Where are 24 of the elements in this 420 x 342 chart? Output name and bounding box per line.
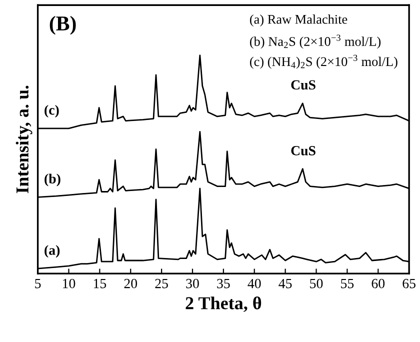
x-tick-label: 25 — [155, 278, 168, 288]
x-tick-label: 10 — [63, 278, 76, 288]
x-tick-label: 50 — [310, 278, 323, 288]
x-tick-label: 5 — [35, 279, 41, 288]
x-tick-label: 45 — [278, 278, 292, 288]
x-tick-label: 15 — [94, 278, 106, 288]
series-label: (b) — [44, 174, 60, 186]
text: (a) Raw Malachite — [250, 14, 348, 26]
x-tick-label: 20 — [124, 278, 138, 288]
x-tick-label: 35 — [217, 278, 230, 288]
annotation: (c) (NH$_{4}$)$_{2}$S (2×10$^{−3}$ mol/L) — [250, 54, 398, 69]
x-tick-label: 55 — [341, 279, 354, 288]
x-tick-label: 65 — [402, 278, 416, 288]
x-tick-label: 30 — [186, 278, 199, 288]
series-label: (a) — [44, 245, 60, 258]
x-axis-title: 2 Theta, θ — [186, 296, 262, 312]
x-tick-label: 40 — [248, 278, 261, 288]
annotation: CuS — [291, 146, 316, 156]
text: (b) Na$_{2}$S (2×10$^{−3}$ mol/L) — [250, 34, 381, 49]
x-tick-label: 60 — [372, 278, 385, 288]
text: (B) — [50, 16, 76, 35]
y-axis-title: Intensity, a. u. — [16, 86, 32, 194]
annotation: CuS — [291, 80, 316, 90]
series-label: (c) — [44, 104, 59, 118]
